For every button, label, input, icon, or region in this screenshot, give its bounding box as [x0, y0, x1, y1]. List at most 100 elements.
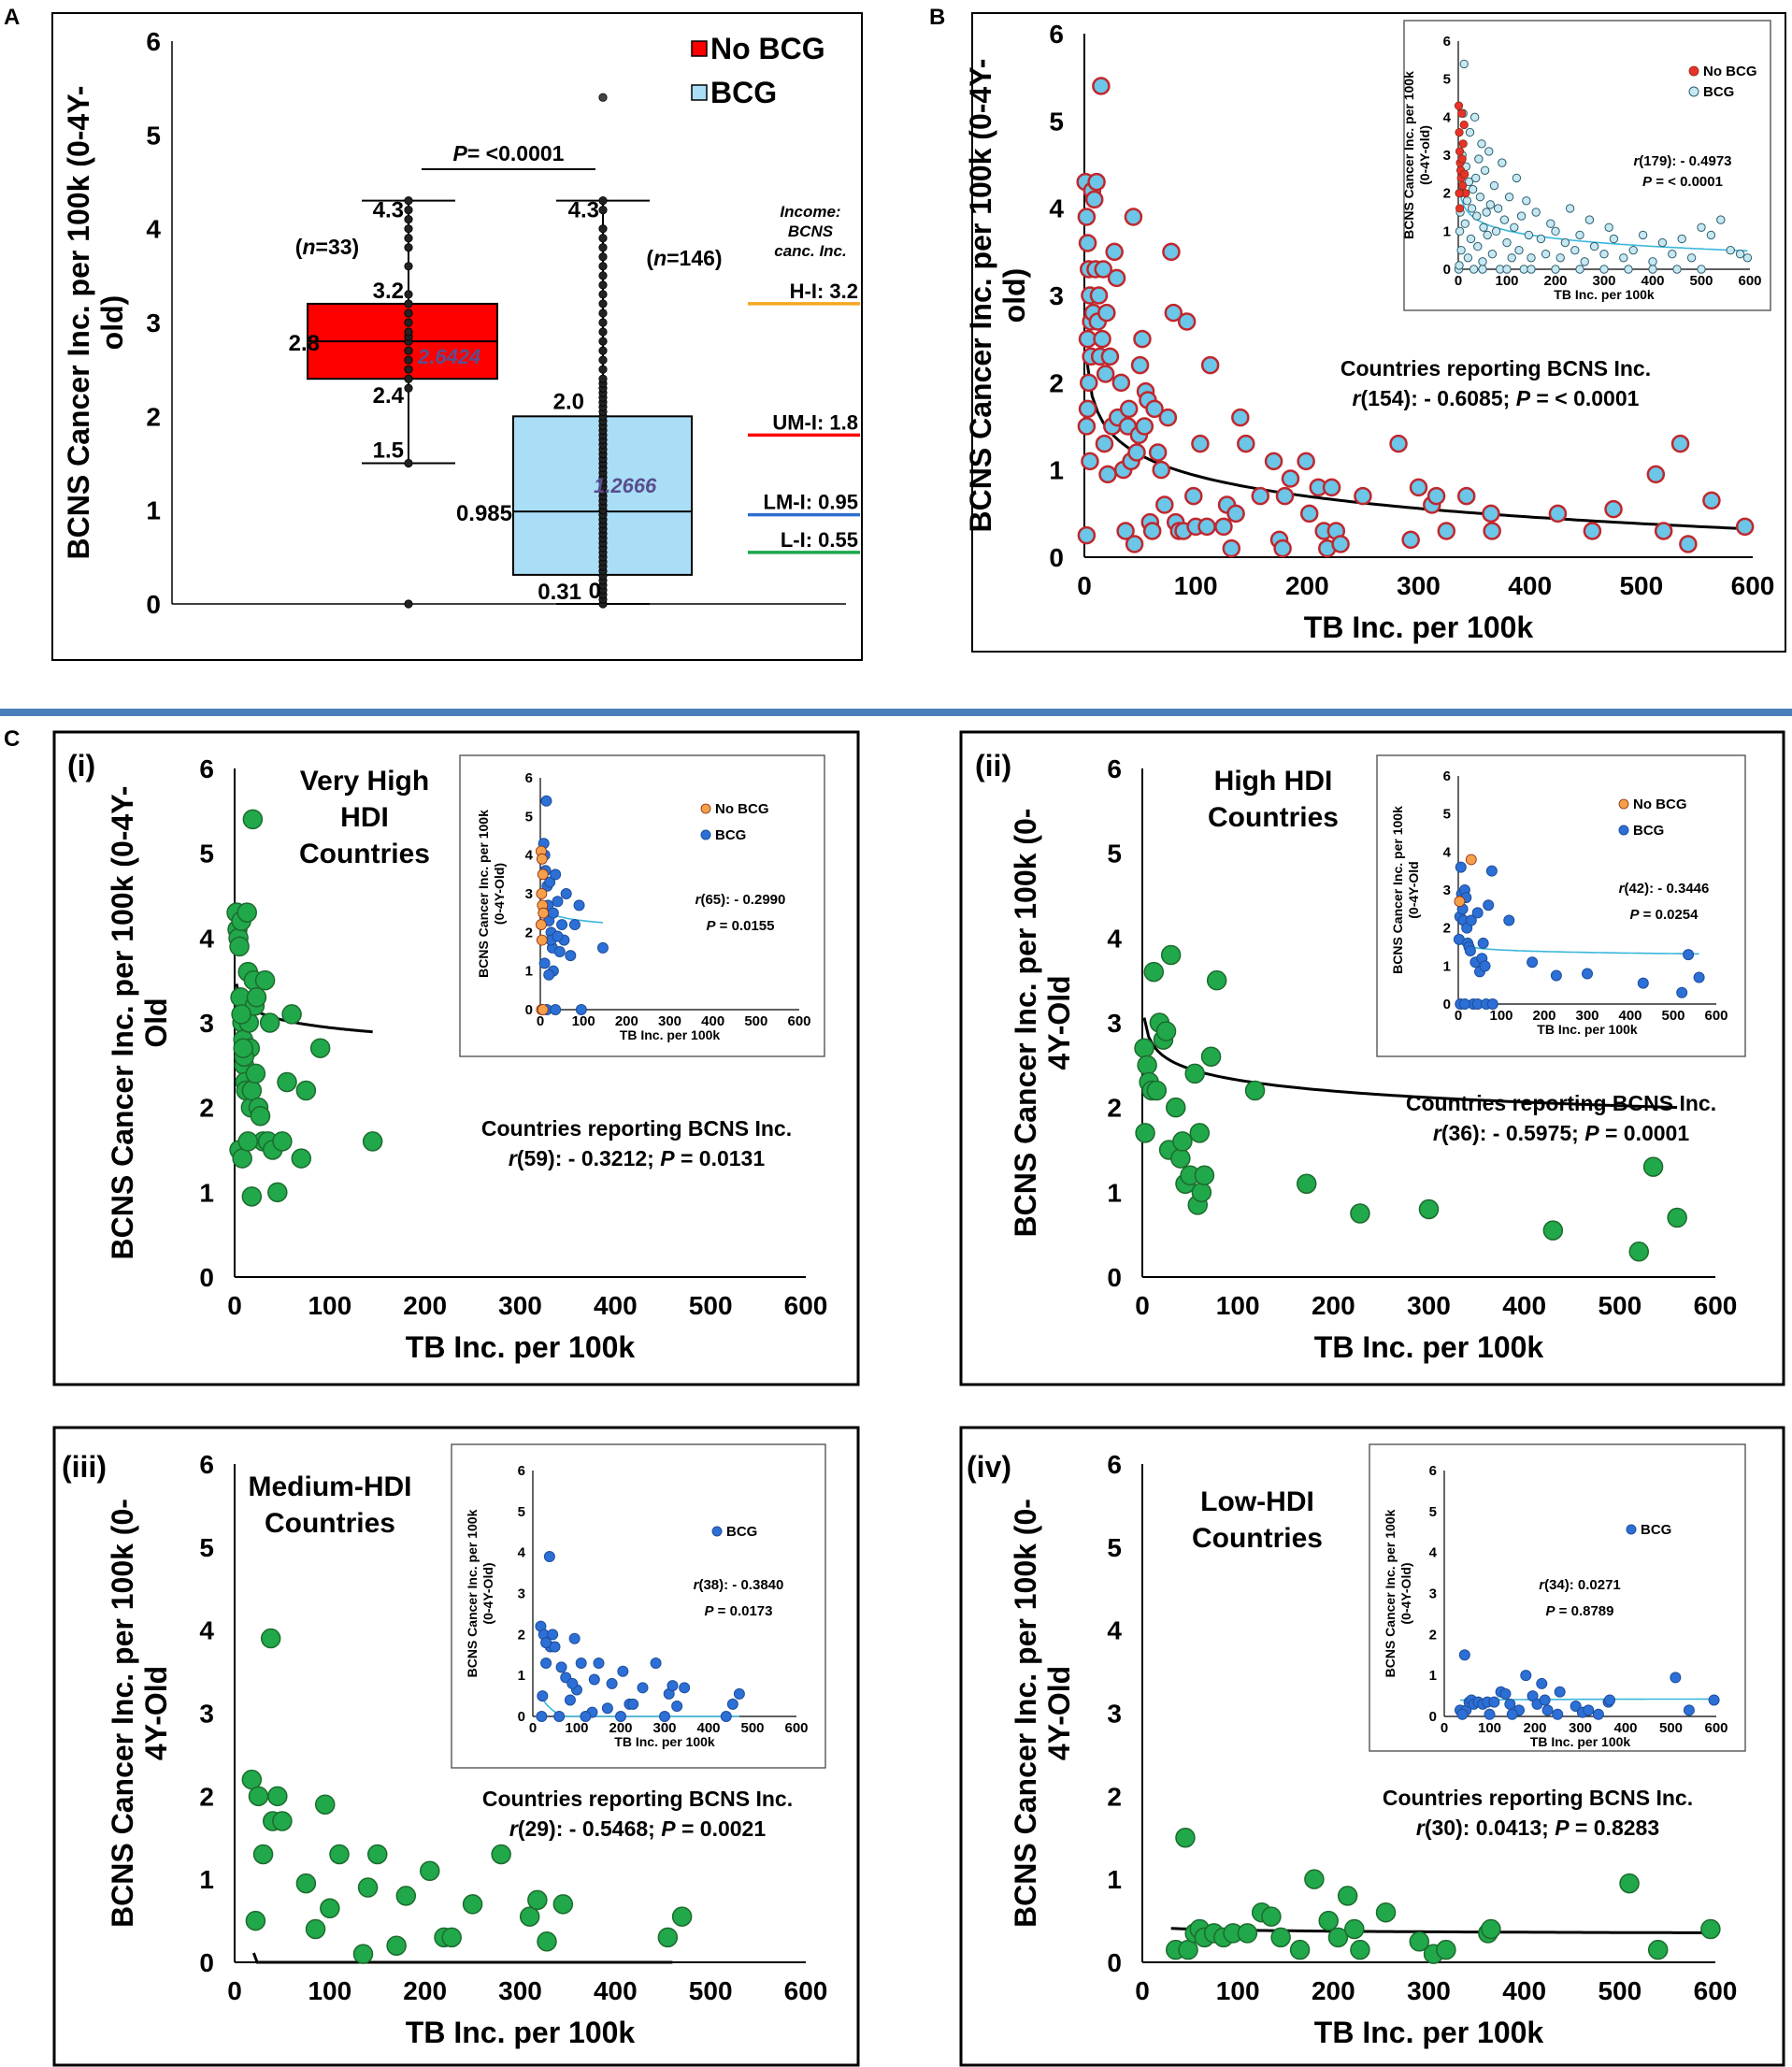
p-value-label-part-1: = <0.0001: [467, 141, 565, 165]
panel-b-inset-y-label-1: BCNS Cancer Inc. per 100k: [1401, 71, 1416, 239]
no-bcg-data-point: [404, 355, 413, 365]
panel-c-i-data-point: [267, 1182, 288, 1203]
panel-c-i-inset-y-label-2: (0-4Y-Old): [492, 863, 507, 925]
panel-c-ii-annotation-stats: r(36): - 0.5975; P = 0.0001: [1433, 1121, 1689, 1145]
panel-c-ii-inset-y-tick-label: 4: [1443, 844, 1452, 860]
panel-b-inset-bcg-point: [1456, 245, 1466, 255]
panel-b-inset-no-bcg-point: [1457, 108, 1467, 118]
no-bcg-data-point: [404, 206, 413, 215]
no-bcg-data-point: [404, 262, 413, 271]
panel-c-ii-inset-y-tick-label: 0: [1443, 997, 1451, 1012]
panel-b-data-point: [1177, 312, 1197, 331]
panel-c-iv-inset-x-tick-label: 100: [1478, 1720, 1501, 1736]
panel-c-iii-inset-r-stat-part-1: (38): - 0.3840: [698, 1577, 783, 1593]
panel-c-iv-inset-x-tick-label: 300: [1569, 1720, 1592, 1736]
panel-c-iii-y-tick-label: 3: [199, 1700, 214, 1729]
panel-c-i-inset-bcg-point: [596, 941, 609, 954]
panel-c-iv-y-tick-label: 6: [1107, 1450, 1122, 1479]
panel-c-iv-inset-p-stat-part-0: P: [1546, 1603, 1556, 1619]
panel-b-data-point: [1116, 522, 1135, 540]
panel-b-inset-bcg-point: [1609, 234, 1619, 244]
panel-c-iv-inset-x-label: TB Inc. per 100k: [1530, 1734, 1631, 1749]
panel-b-data-point: [1158, 408, 1178, 427]
panel-b-inset-bcg-point: [1469, 112, 1480, 122]
panel-b-y-label-1: BCNS Cancer Inc. per 100k (0-4Y-: [964, 59, 997, 533]
bcg-data-point: [598, 374, 608, 383]
panel-b-inset-y-label-2: (0-4Y-old): [1417, 125, 1432, 185]
panel-b-inset-y-tick-label: 1: [1443, 223, 1451, 239]
panel-c-iv-inset-bcg-point: [1604, 1694, 1616, 1706]
panel-c-ii-x-tick-label: 400: [1502, 1291, 1546, 1320]
panel-c-i-data-point: [231, 1004, 251, 1025]
panel-c-i-y-label-1: BCNS Cancer Inc. per 100k (0-4Y-: [106, 786, 139, 1260]
panel-c-i-inset-no-bcg-point: [536, 853, 548, 865]
panel-b-data-point: [1133, 329, 1152, 349]
panel-c-i-data-point: [295, 1080, 317, 1101]
panel-b-inset-bcg-point: [1510, 222, 1519, 232]
panel-b-trend-line: [1084, 358, 1748, 531]
bcg-data-point: [598, 206, 608, 215]
panel-b-inset-bcg-point: [1459, 59, 1469, 69]
panel-c-ii-inset-bcg-point: [1483, 899, 1495, 911]
no-bcg-data-point: [404, 215, 413, 224]
panel-c-iii-data-point: [357, 1877, 379, 1898]
panel-c-iv-data-point: [1647, 1939, 1669, 1960]
panel-b-x-tick-label: 500: [1619, 571, 1663, 600]
bcg-data-point: [598, 271, 608, 280]
no-bcg-q3-label: 3.2: [373, 279, 404, 304]
panel-b-annotation-stats: r(154): - 0.6085; P = < 0.0001: [1353, 386, 1640, 410]
panel-b-inset-bcg-point: [1589, 241, 1599, 251]
panel-b-data-point: [1080, 373, 1098, 393]
panel-c-iv-frame: [959, 1426, 1785, 2067]
panel-c-i-inset-bcg-point: [573, 899, 585, 911]
panel-c-iii-y-tick-label: 2: [199, 1782, 214, 1811]
panel-b-y-tick-label: 3: [1049, 281, 1064, 310]
panel-b-y-tick-label: 2: [1049, 368, 1064, 397]
panel-c-i-data-point: [232, 1148, 252, 1169]
panel-c-iii-annotation-stats-part-1: (29): - 0.5468;: [518, 1816, 661, 1841]
panel-b-data-point: [1299, 504, 1319, 524]
panel-b-data-point: [1354, 486, 1372, 506]
panel-b-inset-y-tick-label: 3: [1443, 148, 1451, 164]
panel-c-i-inset-x-tick-label: 100: [572, 1013, 595, 1029]
box-y-tick-label: 0: [146, 590, 161, 619]
panel-c-ii-annotation-stats-part-3: = 0.0001: [1599, 1121, 1690, 1145]
bcg-data-point: [598, 355, 608, 365]
panel-c-iv-annotation-stats-part-0: r: [1416, 1816, 1426, 1840]
panel-c-iii-x-tick-label: 300: [498, 1976, 542, 2005]
panel-c-ii-inset-bcg-point: [1485, 865, 1498, 877]
panel-b-inset-r-stat-part-1: (179): - 0.4973: [1639, 153, 1731, 169]
panel-c-ii-data-point: [1137, 1055, 1157, 1076]
panel-b-inset-bcg-point: [1471, 173, 1481, 183]
panel-c-iv-x-tick-label: 500: [1598, 1976, 1641, 2005]
panel-c-iii-data-point: [245, 1910, 266, 1931]
panel-c-i-group-title-line: Countries: [299, 839, 430, 869]
panel-c-iii-data-point: [519, 1906, 540, 1927]
panel-c-i-data-point: [245, 1063, 266, 1084]
panel-c-i-inset-y-tick-label: 6: [525, 770, 533, 786]
panel-c-ii-inset-y-tick-label: 5: [1443, 807, 1451, 823]
panel-b-y-tick-label: 1: [1049, 456, 1064, 485]
panel-b-inset-bcg-point: [1502, 237, 1512, 248]
panel-c-iii-inset-y-tick-label: 0: [518, 1709, 525, 1725]
panel-b-inset-bcg-point: [1467, 204, 1477, 213]
p-value-label: P= <0.0001: [453, 141, 565, 165]
no-bcg-n-label-part-1: n: [302, 235, 315, 259]
panel-c-ii-y-label-2: 4Y-Old: [1042, 975, 1076, 1069]
panel-c-iii-inset-y-tick-label: 6: [518, 1463, 525, 1479]
panel-b-data-point: [1078, 399, 1097, 419]
panel-c-iii-inset-y-tick-label: 1: [518, 1668, 525, 1684]
panel-b-data-point: [1094, 260, 1113, 279]
panel-c-iii-y-label-2: 4Y-Old: [139, 1666, 173, 1760]
panel-c-ii-inset-bcg-point: [1465, 914, 1477, 926]
panel-c-iv-inset-p-stat-part-1: = 0.8789: [1555, 1603, 1614, 1619]
panel-b-inset-bcg-point: [1473, 241, 1483, 251]
panel-c-iv-data-point: [1327, 1927, 1349, 1948]
panel-b-data-point: [1124, 208, 1143, 226]
panel-b-data-point: [1583, 522, 1602, 540]
no-bcg-data-point: [404, 234, 413, 243]
panel-c-ii-inset-x-tick-label: 200: [1532, 1008, 1555, 1024]
panel-c-ii-annotation-title: Countries reporting BCNS Inc.: [1406, 1091, 1716, 1115]
